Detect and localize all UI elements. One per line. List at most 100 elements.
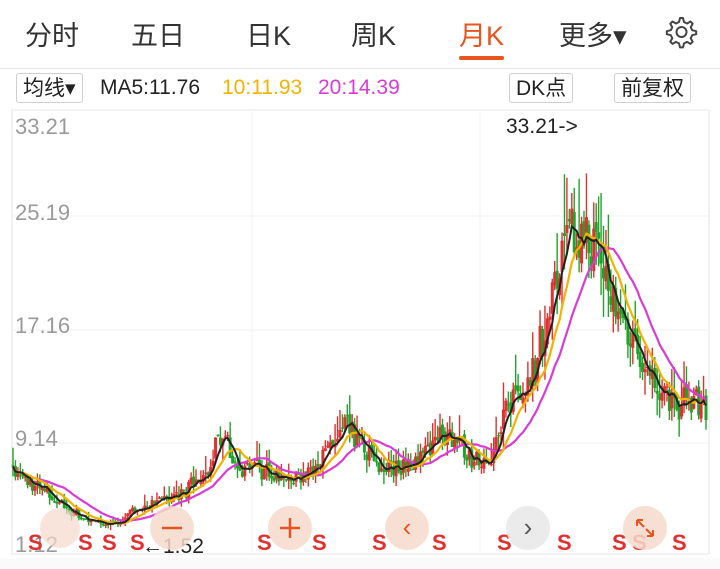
candle-down: [619, 307, 623, 315]
gear-icon[interactable]: [662, 14, 698, 50]
left-scroll-indicator[interactable]: [40, 508, 80, 548]
candle-up: [663, 386, 667, 394]
candle-up: [560, 240, 564, 272]
candle-down: [216, 434, 220, 436]
tab-daily-k[interactable]: 日K: [246, 21, 292, 51]
candle-down: [284, 479, 288, 481]
active-tab-underline: [459, 56, 504, 60]
candle-up: [150, 500, 154, 510]
candle-down: [653, 367, 657, 389]
tab-weekly-k[interactable]: 周K: [351, 21, 397, 51]
y-axis-label: 17.16: [15, 313, 70, 338]
ma5-line: [12, 224, 707, 526]
chevron-right-icon[interactable]: ›: [524, 512, 533, 542]
candle-up: [699, 403, 703, 419]
candle-up: [209, 466, 213, 476]
candle-down: [101, 524, 105, 526]
fullscreen-bg[interactable]: [623, 506, 667, 550]
tabs-divider: [0, 68, 720, 69]
candle-down: [55, 501, 59, 504]
candle-up: [526, 377, 530, 396]
candle-up: [545, 318, 549, 345]
candle-up: [489, 463, 493, 466]
candle-down: [697, 386, 701, 416]
expand-icon[interactable]: [636, 519, 654, 537]
price-adjust-button[interactable]: 前复权: [614, 73, 691, 103]
candle-up: [326, 445, 330, 448]
candle-up: [23, 476, 27, 478]
candle-up: [306, 467, 310, 480]
y-axis-label: 25.19: [15, 200, 70, 225]
y-axis-label: 33.21: [15, 114, 70, 139]
ma-selector[interactable]: 均线▾: [16, 73, 83, 103]
candle-up: [336, 439, 340, 442]
bottom-strip: [0, 558, 720, 569]
candlestick-series: [11, 173, 708, 531]
candle-down: [31, 480, 35, 491]
sell-signal-marker: S: [557, 530, 572, 555]
candle-down: [628, 343, 632, 347]
candle-down: [84, 518, 88, 520]
candle-up: [343, 417, 347, 429]
candle-down: [677, 406, 681, 420]
prev-button[interactable]: ‹: [385, 506, 429, 550]
candle-down: [411, 469, 415, 471]
candle-down: [689, 397, 693, 413]
candle-down: [26, 475, 30, 486]
kline-chart[interactable]: 33.21 25.19 17.16 9.14 1.12 33.21-> ←1.5…: [0, 108, 720, 558]
candle-up: [521, 397, 525, 404]
tab-monthly-k[interactable]: 月K: [459, 21, 505, 51]
candle-up: [350, 421, 354, 434]
candle-up: [355, 433, 359, 445]
ma10-value: 10:11.93: [222, 76, 303, 99]
sell-signal-marker: S: [432, 530, 447, 555]
candle-up: [548, 316, 552, 320]
candle-down: [375, 461, 379, 463]
fullscreen-button[interactable]: [623, 506, 667, 550]
candle-up: [128, 509, 132, 514]
candle-down: [182, 489, 186, 491]
candle-up: [475, 451, 479, 461]
candle-down: [231, 455, 235, 464]
plus-icon[interactable]: [280, 518, 300, 538]
chevron-left-icon[interactable]: ‹: [403, 512, 412, 542]
next-button-bg[interactable]: [506, 506, 550, 550]
zoom-in-button[interactable]: [268, 506, 312, 550]
candle-down: [38, 479, 42, 489]
candle-up: [262, 468, 266, 479]
zoom-out-button[interactable]: [150, 506, 194, 550]
candle-down: [562, 233, 566, 236]
candle-down: [292, 482, 296, 485]
candle-up: [670, 391, 674, 409]
sell-signal-marker: S: [257, 530, 272, 555]
candle-down: [599, 245, 603, 264]
candle-up: [682, 387, 686, 406]
candle-down: [353, 424, 357, 447]
candle-down: [192, 476, 196, 486]
next-button[interactable]: ›: [506, 506, 550, 550]
candle-down: [597, 232, 601, 239]
candle-up: [309, 467, 313, 469]
candle-down: [345, 415, 349, 417]
tab-five-day[interactable]: 五日: [131, 21, 185, 51]
candle-down: [626, 318, 630, 345]
candle-up: [482, 458, 486, 469]
candle-up: [194, 479, 198, 485]
candle-down: [541, 328, 545, 357]
candle-down: [316, 463, 320, 467]
candle-down: [260, 465, 264, 480]
signal-markers: SSSSSSSSSSSSS: [28, 530, 687, 555]
candle-up: [480, 466, 484, 468]
candle-up: [665, 386, 669, 388]
candle-down: [509, 402, 513, 413]
candle-down: [377, 462, 381, 473]
candle-down: [392, 466, 396, 476]
dk-point-button[interactable]: DK点: [509, 73, 574, 103]
candle-down: [555, 270, 559, 289]
candle-up: [226, 435, 230, 437]
tab-intraday[interactable]: 分时: [25, 21, 79, 51]
tab-more[interactable]: 更多▾: [559, 21, 627, 51]
candle-up: [131, 507, 135, 512]
ma20-value: 20:14.39: [318, 76, 400, 99]
prev-button-bg[interactable]: [385, 506, 429, 550]
